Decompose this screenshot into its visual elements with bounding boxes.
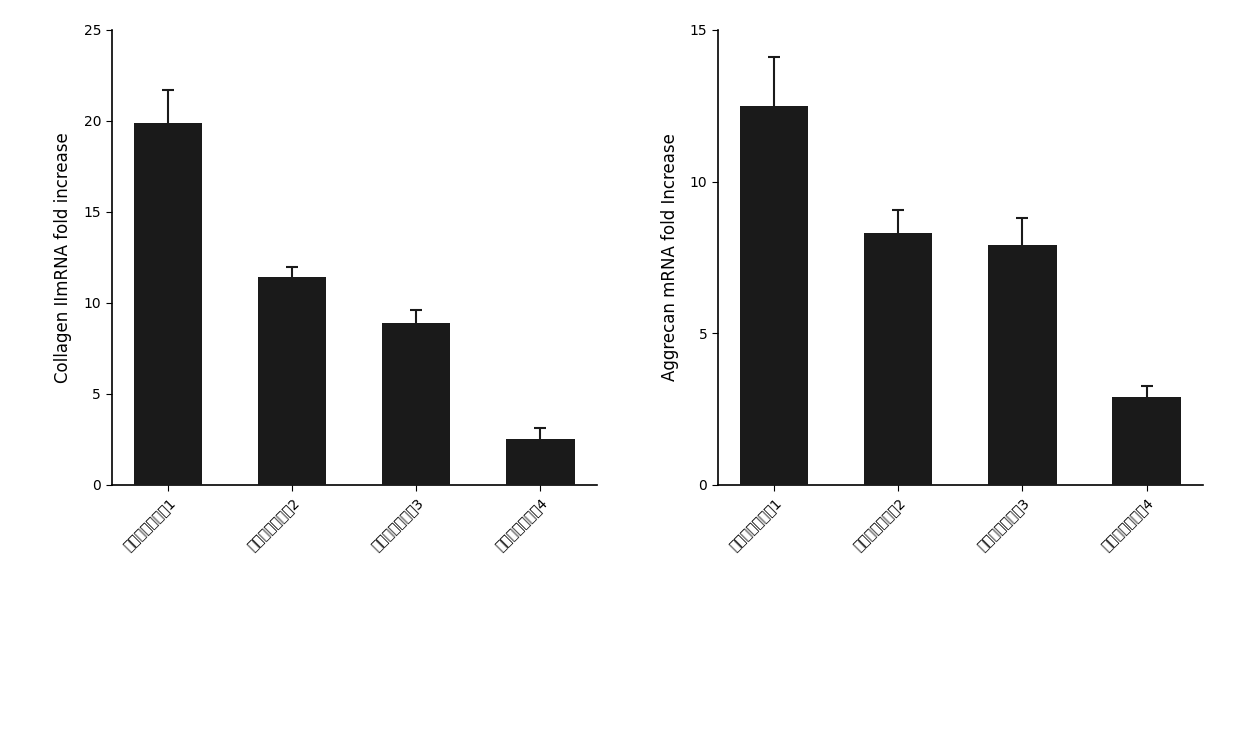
- Bar: [988, 245, 1056, 485]
- Bar: [382, 323, 450, 485]
- Bar: [506, 439, 574, 485]
- Bar: [258, 278, 326, 485]
- Y-axis label: Aggrecan mRNA fold Increase: Aggrecan mRNA fold Increase: [661, 134, 678, 381]
- Y-axis label: Collagen IImRNA fold increase: Collagen IImRNA fold increase: [55, 132, 72, 383]
- Bar: [1112, 397, 1180, 485]
- Bar: [740, 106, 808, 485]
- Bar: [134, 122, 202, 485]
- Bar: [864, 233, 932, 485]
